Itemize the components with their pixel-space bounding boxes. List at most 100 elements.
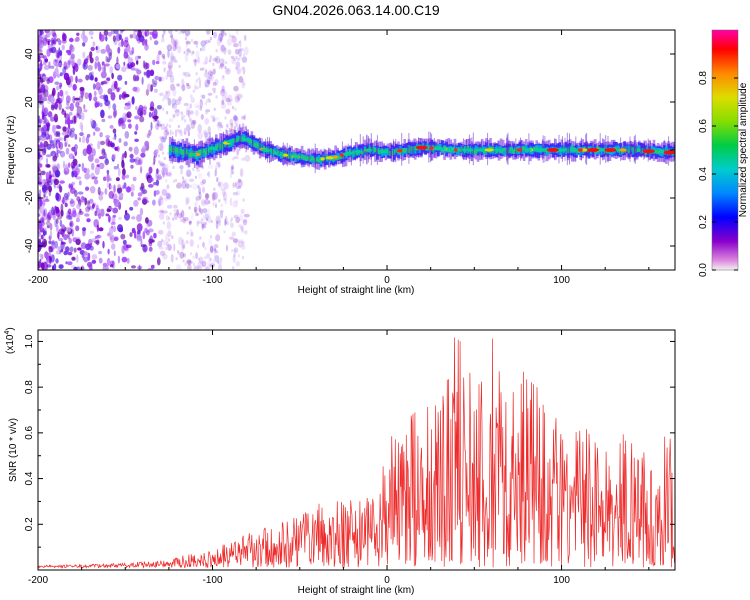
noise-speckle [130,67,136,71]
spectrogram-y-tick-label: 40 [24,48,35,60]
noise-speckle [189,103,192,109]
noise-speckle [110,221,116,226]
noise-speckle [105,55,108,63]
noise-speckle [155,190,160,195]
ridge-band-cell [189,152,193,158]
noise-speckle [57,150,61,154]
noise-haze [215,204,217,208]
noise-haze [207,98,210,102]
noise-speckle [204,79,210,88]
noise-speckle [190,94,193,99]
noise-speckle [137,266,143,270]
noise-speckle [77,191,84,195]
noise-speckle [157,210,164,214]
ridge-band-cell [575,150,578,153]
ridge-streak [278,148,280,159]
noise-speckle [63,135,67,142]
noise-haze [232,106,234,110]
colorbar-tick-label: 0.0 [698,263,709,277]
noise-speckle [194,82,197,92]
noise-speckle [116,87,120,93]
noise-speckle [198,186,202,195]
noise-speckle [197,220,203,224]
noise-speckle [53,178,60,186]
noise-speckle [235,190,241,196]
noise-speckle [134,115,140,120]
ridge-streak [187,145,189,161]
ridge-streak [207,144,208,156]
noise-speckle [174,129,178,138]
ridge-hotspot [462,148,467,152]
noise-speckle [129,153,134,159]
noise-speckle [112,103,117,111]
noise-speckle [143,247,147,252]
noise-speckle [67,191,70,197]
noise-speckle [212,258,215,266]
noise-speckle [88,30,94,36]
noise-speckle [238,48,242,57]
ridge-band-cell [474,149,478,154]
ridge-streak [393,139,394,163]
colorbar-tick-label: 0.4 [698,167,709,181]
noise-speckle [185,197,189,206]
ridge-band-cell [202,148,205,158]
noise-speckle [63,160,65,169]
ridge-hotspot [354,150,362,154]
noise-speckle [113,184,116,193]
ridge-streak [272,144,274,159]
noise-speckle [117,46,121,54]
ridge-band-cell [512,149,515,154]
ridge-band-cell [179,148,182,153]
noise-haze [204,247,207,250]
ridge-hotspot [457,148,462,152]
noise-speckle [134,156,141,166]
noise-haze [159,174,161,177]
noise-speckle [225,215,228,225]
noise-haze [173,114,175,118]
noise-speckle [219,209,224,219]
ridge-band-cell [499,149,503,154]
ridge-hotspot [577,148,583,152]
noise-speckle [229,118,233,126]
noise-speckle [89,198,94,204]
noise-haze [208,200,211,204]
ridge-band-cell [351,150,354,159]
noise-speckle [212,68,216,75]
noise-speckle [153,155,156,165]
noise-speckle [101,80,107,85]
noise-speckle [84,173,91,180]
ridge-streak [406,143,408,156]
noise-speckle [45,130,48,138]
noise-speckle [234,118,239,126]
noise-speckle [41,104,45,113]
noise-speckle [68,237,72,244]
noise-speckle [137,197,141,201]
ridge-streak [401,133,403,166]
noise-speckle [38,53,45,59]
noise-haze [205,101,208,105]
noise-speckle [166,221,172,230]
ridge-band-cell [386,149,390,154]
noise-speckle [237,93,243,99]
noise-speckle [62,126,67,132]
noise-speckle [109,236,113,240]
noise-speckle [234,48,240,55]
noise-speckle [41,97,48,102]
noise-speckle [196,105,202,109]
noise-speckle [214,78,219,86]
noise-speckle [166,204,173,209]
noise-speckle [207,165,214,169]
noise-speckle [235,61,241,69]
noise-speckle [74,135,78,140]
noise-speckle [185,183,190,189]
noise-speckle [194,209,197,214]
noise-speckle [113,80,118,90]
noise-speckle [207,208,211,217]
noise-speckle [109,184,113,190]
noise-speckle [77,78,83,83]
noise-speckle [82,51,86,59]
noise-speckle [46,225,50,229]
noise-speckle [65,261,68,265]
ridge-hotspot [273,151,279,155]
